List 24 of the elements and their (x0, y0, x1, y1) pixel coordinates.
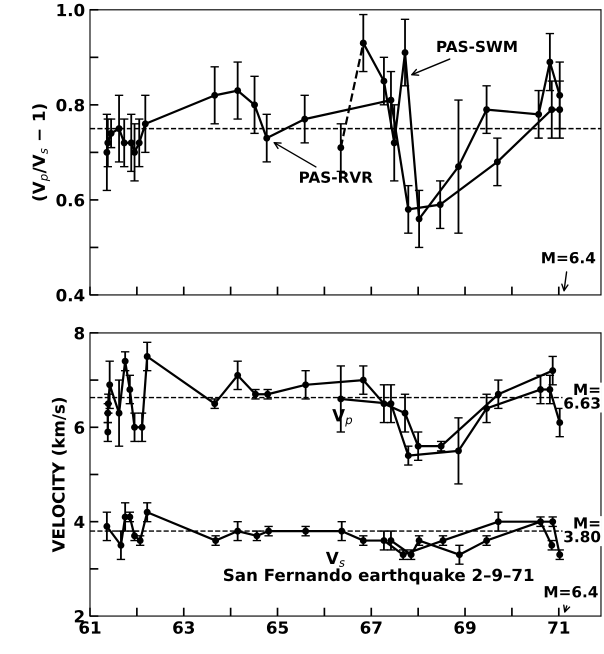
x-tick-label: 71 (548, 621, 570, 634)
x-tick-label: 67 (360, 621, 382, 634)
y-axis-title: VELOCITY (km/s) (52, 398, 67, 552)
annotation: PAS-SWM (437, 40, 517, 52)
y-tick-label: 6 (74, 421, 84, 434)
y-tick-label: 8 (74, 326, 84, 340)
x-tick-label: 65 (266, 621, 288, 634)
ref-line-label: M= 6.63 (564, 384, 600, 409)
annotation: PAS-RVR (300, 171, 373, 183)
x-tick-label: 61 (79, 621, 100, 634)
y-tick-label: 0.8 (56, 98, 84, 112)
y-tick-label: 0.6 (56, 194, 84, 206)
ref-line-label: M= 3.80 (564, 517, 600, 542)
y-tick-label: 0.4 (56, 288, 84, 302)
annotation: V$_{s}$ (326, 552, 345, 567)
y-tick-label: 1.0 (57, 4, 84, 16)
x-tick-label: 63 (173, 621, 194, 634)
y-axis-title: (V$_{p}$/V$_{s}$ − 1) (32, 104, 50, 200)
x-tick-label: 69 (454, 621, 476, 634)
y-tick-label: 4 (74, 516, 84, 528)
annotation: M=6.4 (544, 586, 598, 598)
annotation: M=6.4 (542, 252, 596, 264)
y-tick-label: 2 (74, 610, 84, 622)
annotation: San Fernando earthquake 2–9–71 (224, 568, 534, 584)
